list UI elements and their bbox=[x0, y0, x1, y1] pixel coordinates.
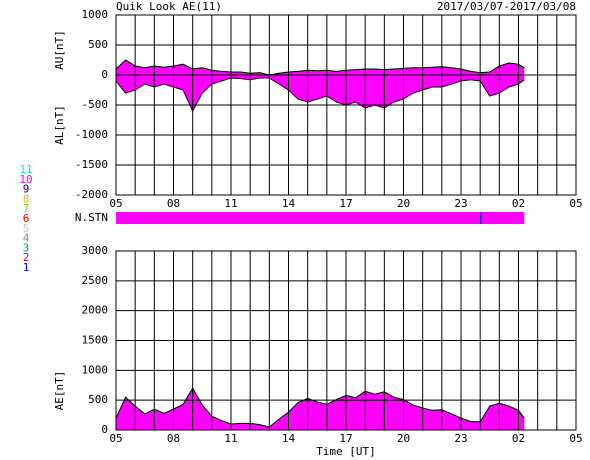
stations-label: N.STN bbox=[75, 211, 108, 224]
x-tick-label: 05 bbox=[569, 197, 582, 210]
x-axis-label: Time [UT] bbox=[316, 445, 376, 458]
legend-entry: 6 bbox=[23, 212, 30, 225]
x-tick-label: 11 bbox=[224, 432, 237, 445]
series-line bbox=[115, 77, 525, 113]
station-bar bbox=[481, 212, 525, 224]
legend-entry: 8 bbox=[23, 192, 30, 205]
y-tick-label: 1000 bbox=[82, 8, 109, 21]
x-tick-label: 23 bbox=[454, 197, 467, 210]
x-tick-label: 05 bbox=[109, 197, 122, 210]
x-tick-label: 17 bbox=[339, 197, 352, 210]
y-tick-label: -2000 bbox=[75, 188, 108, 201]
y-tick-label: -1500 bbox=[75, 158, 108, 171]
y-tick-label: -500 bbox=[82, 98, 109, 111]
y-tick-label: 2000 bbox=[82, 304, 109, 317]
station-bar bbox=[480, 212, 482, 224]
x-tick-label: 17 bbox=[339, 432, 352, 445]
legend-entry: 5 bbox=[23, 222, 30, 235]
x-tick-label: 05 bbox=[569, 432, 582, 445]
y-tick-label: 500 bbox=[88, 38, 108, 51]
x-tick-label: 14 bbox=[282, 432, 296, 445]
y-axis-label: AL[nT] bbox=[53, 105, 66, 145]
x-tick-label: 11 bbox=[224, 197, 237, 210]
plot-frame bbox=[115, 250, 577, 431]
legend-entry: 2 bbox=[23, 251, 30, 264]
y-tick-label: 2500 bbox=[82, 274, 109, 287]
x-tick-label: 05 bbox=[109, 432, 122, 445]
y-tick-label: 1000 bbox=[82, 363, 109, 376]
plot-frame bbox=[115, 14, 577, 196]
y-tick-label: 1500 bbox=[82, 334, 109, 347]
x-tick-label: 20 bbox=[397, 432, 410, 445]
area-fill bbox=[116, 60, 525, 75]
legend-entry: 1 bbox=[23, 261, 30, 274]
x-tick-label: 20 bbox=[397, 197, 410, 210]
x-tick-label: 14 bbox=[282, 197, 296, 210]
legend-entry: 11 bbox=[19, 163, 32, 176]
y-tick-label: 0 bbox=[101, 423, 108, 436]
series-line bbox=[115, 387, 525, 428]
x-tick-label: 02 bbox=[512, 432, 525, 445]
y-tick-label: 500 bbox=[88, 393, 108, 406]
x-tick-label: 23 bbox=[454, 432, 467, 445]
y-tick-label: 0 bbox=[101, 68, 108, 81]
station-bar bbox=[116, 212, 481, 224]
series-line bbox=[115, 59, 525, 76]
legend-entry: 9 bbox=[23, 183, 30, 196]
area-fill bbox=[116, 388, 525, 430]
x-tick-label: 08 bbox=[167, 432, 180, 445]
legend-entry: 7 bbox=[23, 202, 30, 215]
legend-entry: 4 bbox=[23, 232, 30, 245]
legend-entry: 10 bbox=[19, 173, 32, 186]
y-axis-label: AU[nT] bbox=[53, 30, 66, 70]
y-tick-label: 3000 bbox=[82, 244, 109, 257]
x-tick-label: 02 bbox=[512, 197, 525, 210]
legend-entry: 3 bbox=[23, 241, 30, 254]
chart-title: Quik Look AE(11) bbox=[116, 0, 222, 13]
x-tick-label: 08 bbox=[167, 197, 180, 210]
y-axis-label: AE[nT] bbox=[53, 371, 66, 411]
date-range: 2017/03/07-2017/03/08 bbox=[437, 0, 576, 13]
y-tick-label: -1000 bbox=[75, 128, 108, 141]
